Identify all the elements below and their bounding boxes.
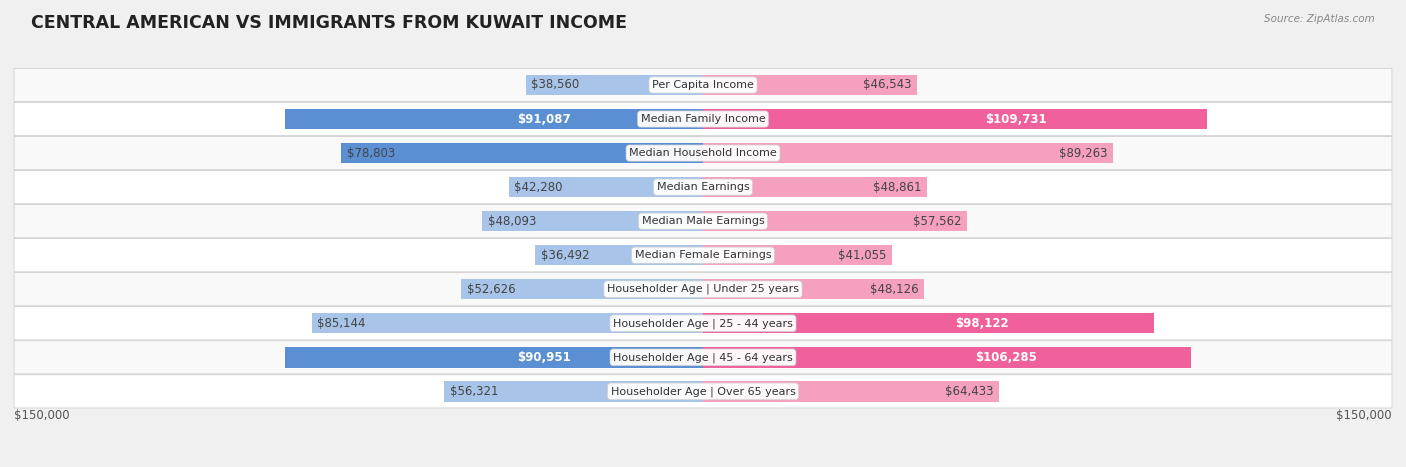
Text: CENTRAL AMERICAN VS IMMIGRANTS FROM KUWAIT INCOME: CENTRAL AMERICAN VS IMMIGRANTS FROM KUWA… <box>31 14 627 32</box>
Text: $98,122: $98,122 <box>956 317 1010 330</box>
Bar <box>703 279 924 299</box>
FancyBboxPatch shape <box>14 341 1392 374</box>
Bar <box>482 211 703 231</box>
Text: $150,000: $150,000 <box>1336 410 1392 422</box>
Text: $42,280: $42,280 <box>515 181 562 194</box>
Text: $52,626: $52,626 <box>467 283 516 296</box>
FancyBboxPatch shape <box>14 136 1392 170</box>
Bar <box>461 279 703 299</box>
Text: $38,560: $38,560 <box>531 78 579 92</box>
Bar <box>509 177 703 198</box>
Text: $46,543: $46,543 <box>863 78 911 92</box>
Text: $85,144: $85,144 <box>318 317 366 330</box>
Text: Median Male Earnings: Median Male Earnings <box>641 216 765 226</box>
FancyBboxPatch shape <box>14 102 1392 135</box>
Text: Householder Age | 25 - 44 years: Householder Age | 25 - 44 years <box>613 318 793 328</box>
Bar <box>536 245 703 265</box>
Text: $106,285: $106,285 <box>974 351 1036 364</box>
FancyBboxPatch shape <box>14 68 1392 102</box>
Text: $56,321: $56,321 <box>450 385 498 398</box>
Bar <box>284 109 703 129</box>
Bar <box>703 109 1206 129</box>
Text: $48,126: $48,126 <box>870 283 918 296</box>
Bar <box>526 75 703 95</box>
Text: $109,731: $109,731 <box>984 113 1046 126</box>
FancyBboxPatch shape <box>14 273 1392 306</box>
Text: $36,492: $36,492 <box>541 249 589 262</box>
Text: $41,055: $41,055 <box>838 249 886 262</box>
FancyBboxPatch shape <box>14 375 1392 408</box>
Text: $90,951: $90,951 <box>517 351 571 364</box>
Text: Per Capita Income: Per Capita Income <box>652 80 754 90</box>
Text: $64,433: $64,433 <box>945 385 994 398</box>
Bar <box>342 143 703 163</box>
Text: $48,861: $48,861 <box>873 181 922 194</box>
Bar <box>703 177 928 198</box>
FancyBboxPatch shape <box>14 170 1392 204</box>
Text: $89,263: $89,263 <box>1059 147 1108 160</box>
Bar <box>312 313 703 333</box>
Text: $78,803: $78,803 <box>346 147 395 160</box>
Bar <box>703 347 1191 368</box>
Bar <box>703 381 998 402</box>
FancyBboxPatch shape <box>14 205 1392 238</box>
Bar <box>703 211 967 231</box>
Text: Source: ZipAtlas.com: Source: ZipAtlas.com <box>1264 14 1375 24</box>
Text: Median Female Earnings: Median Female Earnings <box>634 250 772 260</box>
Text: $91,087: $91,087 <box>517 113 571 126</box>
Bar <box>285 347 703 368</box>
Bar <box>703 75 917 95</box>
Text: Median Earnings: Median Earnings <box>657 182 749 192</box>
Text: Median Household Income: Median Household Income <box>628 148 778 158</box>
Bar <box>703 143 1114 163</box>
Text: Householder Age | Over 65 years: Householder Age | Over 65 years <box>610 386 796 396</box>
Text: $48,093: $48,093 <box>488 215 536 227</box>
Bar <box>703 313 1154 333</box>
Bar <box>703 245 891 265</box>
Text: Median Family Income: Median Family Income <box>641 114 765 124</box>
Text: Householder Age | Under 25 years: Householder Age | Under 25 years <box>607 284 799 295</box>
Text: Householder Age | 45 - 64 years: Householder Age | 45 - 64 years <box>613 352 793 362</box>
FancyBboxPatch shape <box>14 239 1392 272</box>
FancyBboxPatch shape <box>14 307 1392 340</box>
Text: $57,562: $57,562 <box>914 215 962 227</box>
Bar <box>444 381 703 402</box>
Text: $150,000: $150,000 <box>14 410 70 422</box>
